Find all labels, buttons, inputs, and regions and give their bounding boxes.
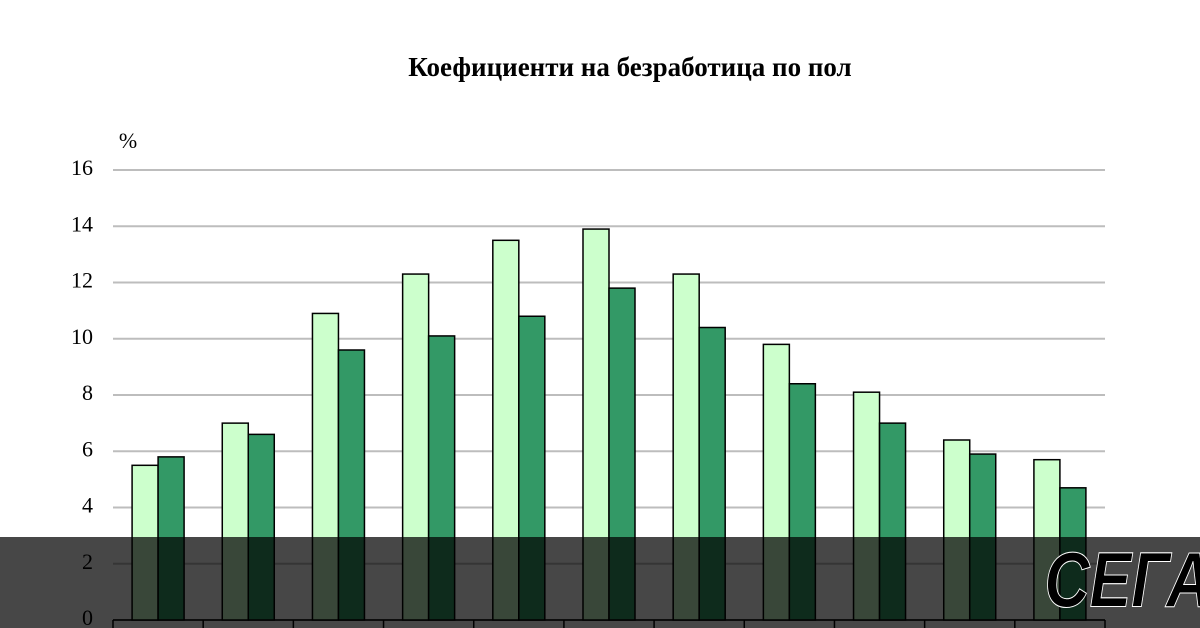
y-tick-label: 12 [71, 268, 93, 293]
y-tick-label: 14 [71, 211, 93, 236]
y-axis-label: % [119, 128, 137, 153]
logo: СЕГА [1045, 536, 1200, 623]
y-tick-label: 6 [82, 436, 93, 461]
y-tick-label: 4 [82, 493, 93, 518]
y-tick-label: 10 [71, 324, 93, 349]
overlay-band [0, 537, 1200, 628]
chart-title: Коефициенти на безработица по пол [408, 52, 851, 82]
y-tick-label: 8 [82, 380, 93, 405]
y-tick-label: 16 [71, 155, 93, 180]
